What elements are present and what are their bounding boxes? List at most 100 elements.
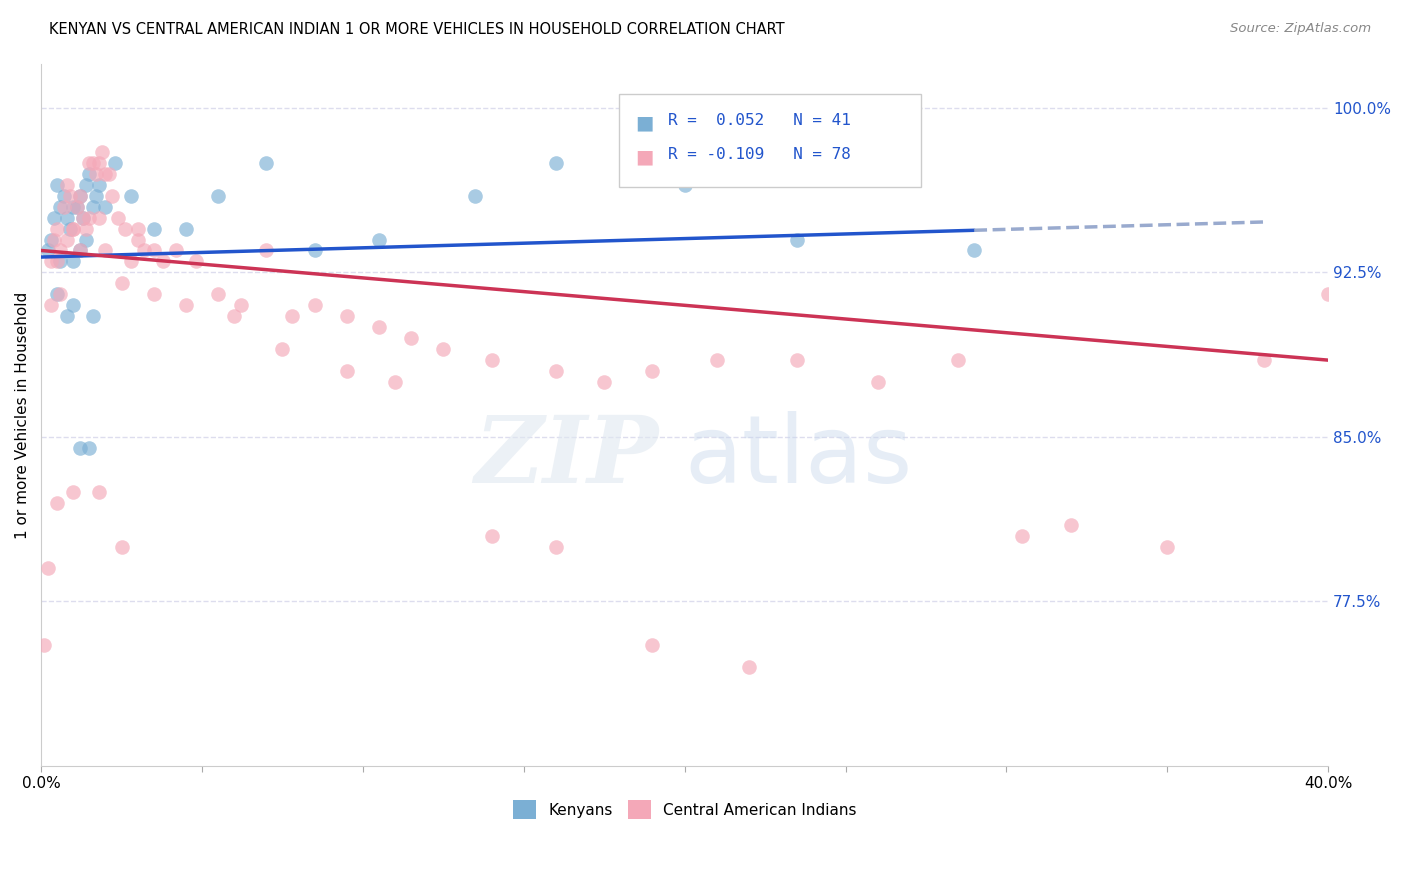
Point xyxy=(39,233,62,247)
Point xyxy=(120,188,142,202)
Text: R = -0.109   N = 78: R = -0.109 N = 78 xyxy=(668,147,851,162)
Point xyxy=(49,254,72,268)
Point xyxy=(1060,517,1083,532)
Point xyxy=(132,244,155,258)
Point xyxy=(706,353,728,368)
Point xyxy=(107,211,129,225)
Point xyxy=(94,167,117,181)
Point xyxy=(56,310,79,324)
Point xyxy=(84,167,107,181)
Point xyxy=(304,244,326,258)
Point xyxy=(62,484,84,499)
Point xyxy=(544,540,567,554)
Point xyxy=(224,310,246,324)
Text: KENYAN VS CENTRAL AMERICAN INDIAN 1 OR MORE VEHICLES IN HOUSEHOLD CORRELATION CH: KENYAN VS CENTRAL AMERICAN INDIAN 1 OR M… xyxy=(49,22,785,37)
Point xyxy=(84,188,107,202)
Point xyxy=(79,441,101,455)
Point xyxy=(91,145,114,159)
Point xyxy=(94,200,117,214)
Point xyxy=(82,200,104,214)
Point xyxy=(82,155,104,169)
Point xyxy=(42,211,65,225)
Point xyxy=(52,200,75,214)
Point xyxy=(142,244,165,258)
Point xyxy=(59,188,82,202)
Point xyxy=(46,254,69,268)
Point xyxy=(544,364,567,378)
Point xyxy=(641,364,664,378)
Point xyxy=(174,221,197,235)
Point xyxy=(56,178,79,192)
Text: ■: ■ xyxy=(636,113,654,132)
Point xyxy=(384,375,406,389)
Point xyxy=(97,167,120,181)
Point xyxy=(79,167,101,181)
Point xyxy=(42,233,65,247)
Point xyxy=(184,254,207,268)
Point xyxy=(866,375,889,389)
Text: R =  0.052   N = 41: R = 0.052 N = 41 xyxy=(668,113,851,128)
Point xyxy=(738,660,761,674)
Point xyxy=(59,221,82,235)
Point xyxy=(104,155,127,169)
Point xyxy=(336,364,359,378)
Point xyxy=(207,188,229,202)
Point xyxy=(101,188,124,202)
Y-axis label: 1 or more Vehicles in Household: 1 or more Vehicles in Household xyxy=(15,292,30,539)
Text: ZIP: ZIP xyxy=(475,412,659,502)
Point xyxy=(544,155,567,169)
Point xyxy=(87,211,110,225)
Point xyxy=(49,287,72,301)
Point xyxy=(62,200,84,214)
Point xyxy=(142,287,165,301)
Point xyxy=(1253,353,1275,368)
Point xyxy=(120,254,142,268)
Point xyxy=(72,211,94,225)
Point xyxy=(87,484,110,499)
Point xyxy=(34,638,56,652)
Point xyxy=(62,221,84,235)
Point xyxy=(174,298,197,312)
Point xyxy=(304,298,326,312)
Point xyxy=(368,233,391,247)
Point xyxy=(56,233,79,247)
Point xyxy=(79,211,101,225)
Point xyxy=(963,244,986,258)
Point xyxy=(69,188,91,202)
Point xyxy=(46,496,69,510)
Point xyxy=(464,188,486,202)
Point xyxy=(127,233,149,247)
Point xyxy=(72,211,94,225)
Point xyxy=(69,188,91,202)
Point xyxy=(52,188,75,202)
Point xyxy=(946,353,969,368)
Point xyxy=(75,233,97,247)
Text: atlas: atlas xyxy=(685,411,912,503)
Point xyxy=(79,155,101,169)
Point xyxy=(62,298,84,312)
Point xyxy=(593,375,616,389)
Point xyxy=(65,200,87,214)
Point xyxy=(46,178,69,192)
Point xyxy=(336,310,359,324)
Point xyxy=(37,244,59,258)
Point xyxy=(94,244,117,258)
Point xyxy=(1317,287,1340,301)
Point xyxy=(207,287,229,301)
Point xyxy=(87,178,110,192)
Point xyxy=(786,233,808,247)
Point xyxy=(368,320,391,334)
Point xyxy=(75,178,97,192)
Point xyxy=(87,155,110,169)
Point xyxy=(641,638,664,652)
Point xyxy=(432,342,454,356)
Point xyxy=(56,211,79,225)
Point xyxy=(69,244,91,258)
Point xyxy=(481,528,503,542)
Point xyxy=(39,298,62,312)
Point xyxy=(127,221,149,235)
Point xyxy=(254,155,277,169)
Point xyxy=(75,221,97,235)
Point xyxy=(82,310,104,324)
Point xyxy=(39,254,62,268)
